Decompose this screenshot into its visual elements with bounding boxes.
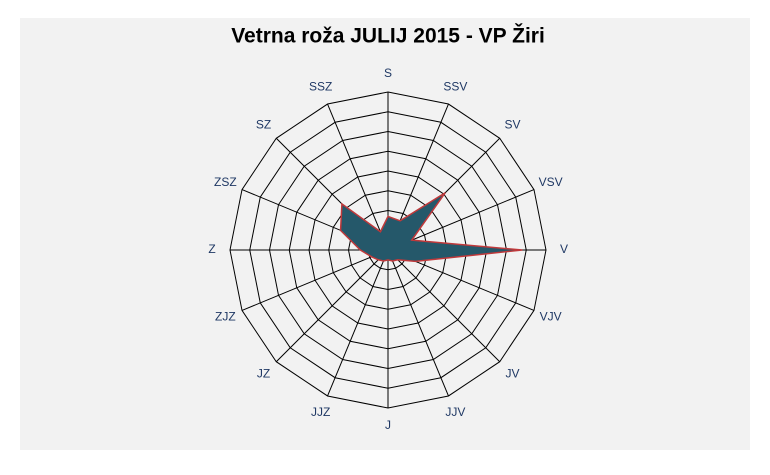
spoke bbox=[241, 249, 389, 311]
category-label: SV bbox=[504, 118, 520, 132]
spoke bbox=[327, 249, 389, 397]
category-label: VJV bbox=[540, 310, 562, 324]
category-label: SZ bbox=[256, 118, 271, 132]
category-label: V bbox=[560, 242, 568, 256]
category-label: JJZ bbox=[311, 405, 330, 419]
chart-title: Vetrna roža JULIJ 2015 - VP Žiri bbox=[231, 24, 545, 48]
category-label: VSV bbox=[539, 175, 563, 189]
series-area bbox=[339, 192, 523, 263]
category-label: J bbox=[385, 418, 391, 432]
spoke bbox=[327, 103, 389, 251]
category-label: SSZ bbox=[309, 80, 332, 94]
category-label: S bbox=[384, 66, 392, 80]
spoke bbox=[387, 249, 501, 363]
category-label: ZSZ bbox=[214, 175, 237, 189]
category-label: JJV bbox=[445, 405, 465, 419]
spoke bbox=[275, 249, 389, 363]
category-label: SSV bbox=[443, 80, 467, 94]
spoke bbox=[387, 249, 449, 397]
category-label: Z bbox=[208, 242, 215, 256]
category-label: ZJZ bbox=[215, 310, 236, 324]
category-label: JZ bbox=[257, 367, 270, 381]
category-label: JV bbox=[505, 367, 519, 381]
